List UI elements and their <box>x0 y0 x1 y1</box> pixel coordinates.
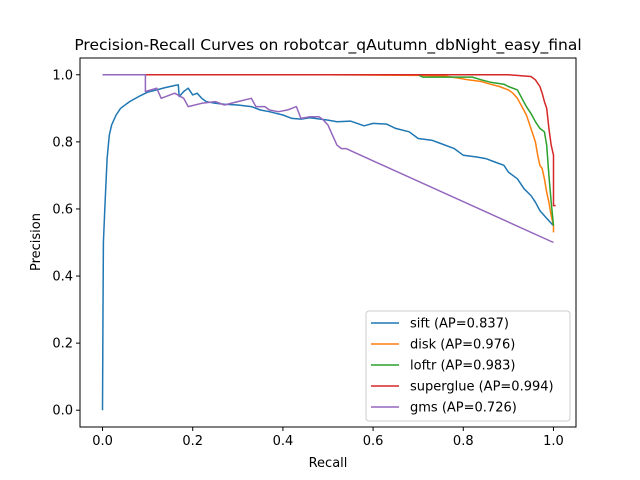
axes-frame <box>79 57 577 428</box>
y-tick-label: 1.0 <box>52 68 73 83</box>
y-tick-label: 0.6 <box>52 202 73 217</box>
x-tick-label: 1.0 <box>543 434 564 449</box>
legend-entry: disk (AP=0.976) <box>410 338 515 353</box>
legend-entry: sift (AP=0.837) <box>410 317 509 332</box>
x-axis-label: Recall <box>309 456 348 471</box>
legend-entry: superglue (AP=0.994) <box>410 380 554 395</box>
y-tick-label: 0.0 <box>52 404 73 419</box>
y-axis-label: Precision <box>29 213 44 271</box>
x-axis-ticks: 0.0 0.2 0.4 0.6 0.8 1.0 <box>92 427 564 449</box>
series-line-superglue <box>102 74 556 207</box>
series-line-disk <box>102 74 555 233</box>
x-tick-label: 0.6 <box>363 434 384 449</box>
y-tick-label: 0.2 <box>52 337 73 352</box>
legend-box <box>365 310 571 422</box>
x-tick-label: 0.4 <box>273 434 294 449</box>
chart-title: Precision-Recall Curves on robotcar_qAut… <box>74 36 581 55</box>
legend-entry: gms (AP=0.726) <box>410 401 517 416</box>
x-tick-label: 0.2 <box>182 434 203 449</box>
x-tick-label: 0.8 <box>453 434 474 449</box>
y-tick-label: 0.8 <box>52 135 73 150</box>
series-line-sift <box>101 84 555 411</box>
x-tick-label: 0.0 <box>92 434 113 449</box>
series-line-gms <box>102 74 554 244</box>
legend: sift (AP=0.837) disk (AP=0.976) loftr (AP=… <box>365 310 571 422</box>
series-line-loftr <box>102 74 555 226</box>
legend-entry: loftr (AP=0.983) <box>410 359 515 374</box>
y-axis-ticks: 0.0 0.2 0.4 0.6 0.8 1.0 <box>52 68 80 419</box>
series-layer <box>101 74 556 411</box>
y-tick-label: 0.4 <box>52 270 73 285</box>
